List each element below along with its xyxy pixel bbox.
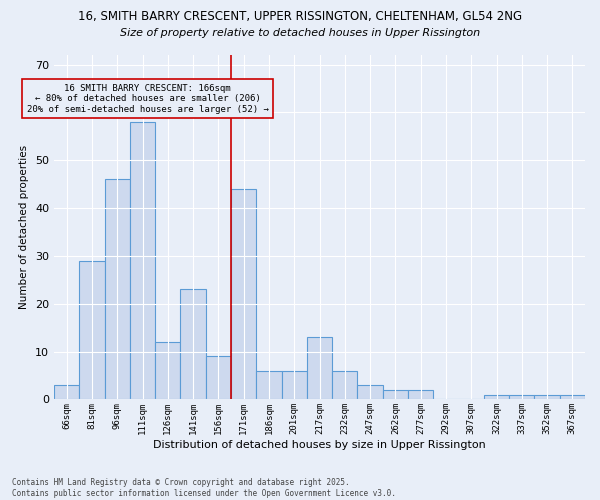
Bar [535,394,560,400]
Text: Contains HM Land Registry data © Crown copyright and database right 2025.
Contai: Contains HM Land Registry data © Crown c… [12,478,396,498]
Bar [79,260,104,400]
Bar [281,370,307,400]
Bar [104,180,130,400]
Bar [256,370,281,400]
Bar [307,337,332,400]
Bar [231,189,256,400]
Bar [509,394,535,400]
Bar [54,385,79,400]
Y-axis label: Number of detached properties: Number of detached properties [19,145,29,310]
Text: 16 SMITH BARRY CRESCENT: 166sqm
← 80% of detached houses are smaller (206)
20% o: 16 SMITH BARRY CRESCENT: 166sqm ← 80% of… [26,84,269,114]
Bar [332,370,358,400]
Bar [181,290,206,400]
Bar [408,390,433,400]
Bar [383,390,408,400]
Bar [484,394,509,400]
Bar [155,342,181,400]
Text: Size of property relative to detached houses in Upper Rissington: Size of property relative to detached ho… [120,28,480,38]
Bar [560,394,585,400]
Bar [206,356,231,400]
Bar [358,385,383,400]
Text: 16, SMITH BARRY CRESCENT, UPPER RISSINGTON, CHELTENHAM, GL54 2NG: 16, SMITH BARRY CRESCENT, UPPER RISSINGT… [78,10,522,23]
Bar [130,122,155,400]
X-axis label: Distribution of detached houses by size in Upper Rissington: Distribution of detached houses by size … [153,440,486,450]
